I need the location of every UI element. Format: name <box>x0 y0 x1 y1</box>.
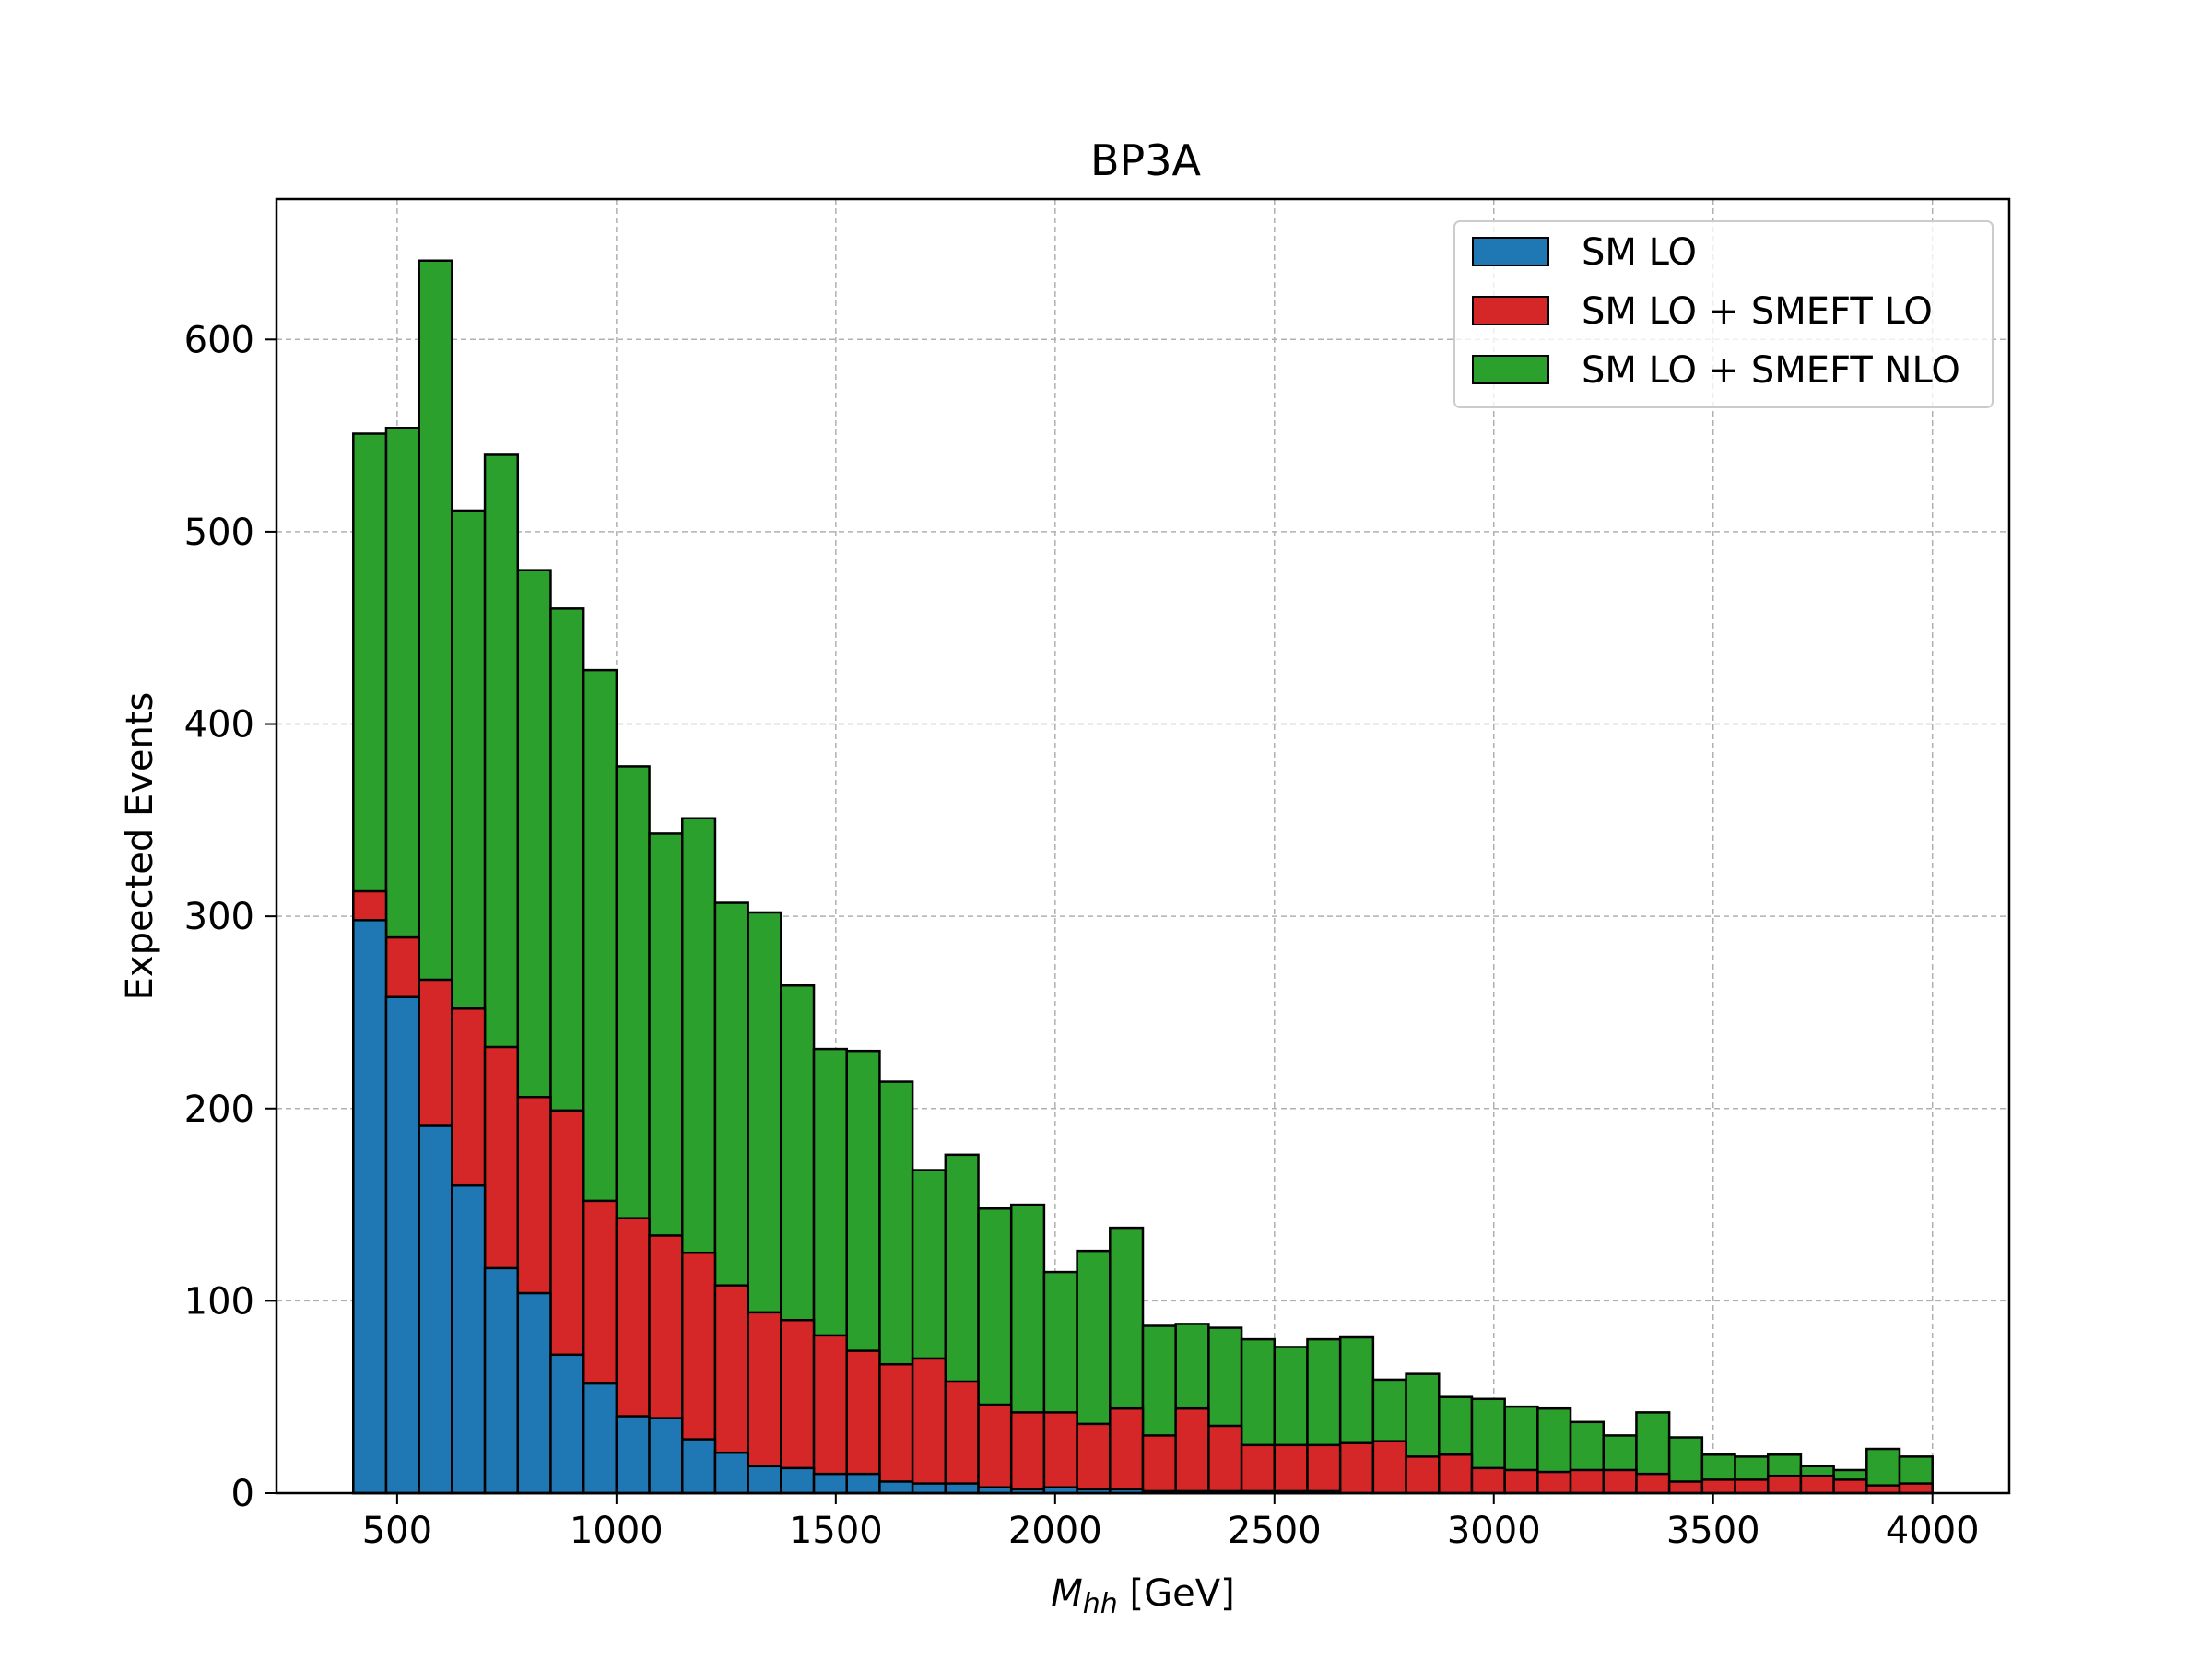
legend-label: SM LO + SMEFT NLO <box>1582 349 1960 392</box>
bar-sm-lo-smeft-lo <box>1799 1474 1835 1495</box>
bar-sm-lo-smeft-lo <box>944 1380 980 1495</box>
y-tick-label: 300 <box>184 896 254 938</box>
x-tick-label: 4000 <box>1886 1510 1980 1552</box>
bar-sm-lo-smeft-lo <box>1635 1472 1671 1495</box>
histogram-bars <box>352 259 1934 1495</box>
chart-title: BP3A <box>1090 135 1202 185</box>
bar-sm-lo-smeft-lo <box>1009 1411 1046 1495</box>
bar-sm-lo-smeft-lo <box>1734 1478 1770 1495</box>
x-axis-title-unit: [GeV] <box>1118 1572 1235 1615</box>
bar-sm-lo-smeft-lo <box>1569 1468 1605 1495</box>
bar-sm-lo-smeft-lo <box>1832 1478 1868 1495</box>
x-axis-title-subscript: hh <box>1083 1588 1118 1620</box>
bar-sm-lo <box>648 1417 684 1495</box>
bar-sm-lo-smeft-lo <box>1174 1406 1210 1495</box>
bar-sm-lo <box>483 1266 520 1495</box>
bar-sm-lo <box>845 1472 881 1495</box>
bar-sm-lo-smeft-lo <box>1273 1443 1309 1495</box>
y-tick-label: 600 <box>184 319 254 361</box>
bar-sm-lo-smeft-lo <box>1306 1443 1342 1495</box>
x-axis-title-symbol: M <box>1051 1572 1083 1615</box>
bar-sm-lo <box>516 1291 552 1495</box>
bar-sm-lo-smeft-lo <box>1371 1440 1407 1495</box>
bar-sm-lo-smeft-lo <box>1240 1443 1277 1495</box>
x-tick-label: 3500 <box>1666 1510 1760 1552</box>
bar-sm-lo-smeft-lo <box>1602 1468 1638 1495</box>
bar-sm-lo <box>944 1482 980 1495</box>
bar-sm-lo <box>812 1472 848 1495</box>
legend-label: SM LO + SMEFT LO <box>1582 290 1933 333</box>
bar-sm-lo <box>911 1482 947 1495</box>
bar-sm-lo <box>451 1183 487 1495</box>
bar-sm-lo-smeft-lo <box>1865 1484 1901 1495</box>
legend-swatch <box>1472 355 1549 384</box>
x-tick-label: 3000 <box>1447 1510 1541 1552</box>
bar-sm-lo <box>878 1480 914 1495</box>
bar-sm-lo-smeft-lo <box>1470 1466 1506 1495</box>
x-tick-label: 1500 <box>789 1510 883 1552</box>
y-tick-label: 500 <box>184 512 254 554</box>
bar-sm-lo <box>352 919 388 1495</box>
bar-sm-lo-smeft-lo <box>1898 1482 1934 1495</box>
bar-sm-lo <box>418 1124 453 1495</box>
bar-sm-lo <box>713 1451 749 1495</box>
bar-sm-lo-smeft-lo <box>1042 1411 1078 1495</box>
bar-sm-lo-smeft-lo <box>812 1334 848 1495</box>
series-sm-lo-smeft-nlo <box>352 259 1934 1495</box>
y-tick-label: 100 <box>184 1280 254 1323</box>
bar-sm-lo-smeft-lo <box>1109 1406 1145 1495</box>
bar-sm-lo <box>681 1438 717 1495</box>
bar-sm-lo <box>780 1466 816 1495</box>
legend-swatch <box>1472 237 1549 266</box>
legend-box <box>1453 220 1994 408</box>
x-tick-label: 2000 <box>1008 1510 1102 1552</box>
legend-label: SM LO <box>1582 231 1697 274</box>
x-tick-label: 1000 <box>570 1510 664 1552</box>
legend-swatch <box>1472 296 1549 325</box>
bar-sm-lo-smeft-lo <box>1207 1424 1243 1495</box>
bar-sm-lo-smeft-lo <box>878 1362 914 1495</box>
bar-sm-lo-smeft-lo <box>1503 1468 1539 1495</box>
y-tick-label: 0 <box>231 1473 254 1515</box>
bar-sm-lo-smeft-lo <box>1536 1470 1572 1495</box>
bar-sm-lo-smeft-lo <box>977 1403 1013 1495</box>
bar-sm-lo-smeft-lo <box>1700 1478 1736 1495</box>
bar-sm-lo-smeft-lo <box>1667 1480 1704 1495</box>
y-tick-label: 200 <box>184 1088 254 1131</box>
y-axis-title: Expected Events <box>119 692 161 1001</box>
y-axis-ticks: 0 100 200 300 400 500 600 <box>184 319 276 1515</box>
bar-sm-lo-smeft-lo <box>845 1349 881 1495</box>
bar-sm-lo <box>582 1382 618 1495</box>
bar-sm-lo-smeft-lo <box>1405 1455 1441 1495</box>
bar-sm-lo-smeft-lo <box>1766 1474 1803 1495</box>
bar-sm-lo <box>549 1353 585 1495</box>
y-tick-label: 400 <box>184 704 254 747</box>
plot-frame <box>275 197 2011 1495</box>
x-tick-label: 2500 <box>1228 1510 1322 1552</box>
bar-sm-lo-smeft-lo <box>911 1357 947 1495</box>
bar-sm-lo-smeft-lo <box>1141 1434 1177 1495</box>
bar-sm-lo <box>747 1465 782 1495</box>
bar-sm-lo-smeft-lo <box>1438 1453 1474 1495</box>
bar-sm-lo <box>615 1415 651 1495</box>
x-axis-ticks: 500 1000 1500 2000 2500 3000 3500 4000 <box>362 1493 1980 1552</box>
legend: SM LO SM LO + SMEFT LO SM LO + SMEFT NLO <box>1453 220 1994 408</box>
x-tick-label: 500 <box>362 1510 432 1552</box>
bar-sm-lo-smeft-lo <box>1076 1422 1112 1495</box>
x-axis-title: Mhh [GeV] <box>1051 1572 1234 1620</box>
bar-sm-lo-smeft-lo <box>1338 1441 1375 1495</box>
bar-sm-lo <box>384 995 420 1495</box>
